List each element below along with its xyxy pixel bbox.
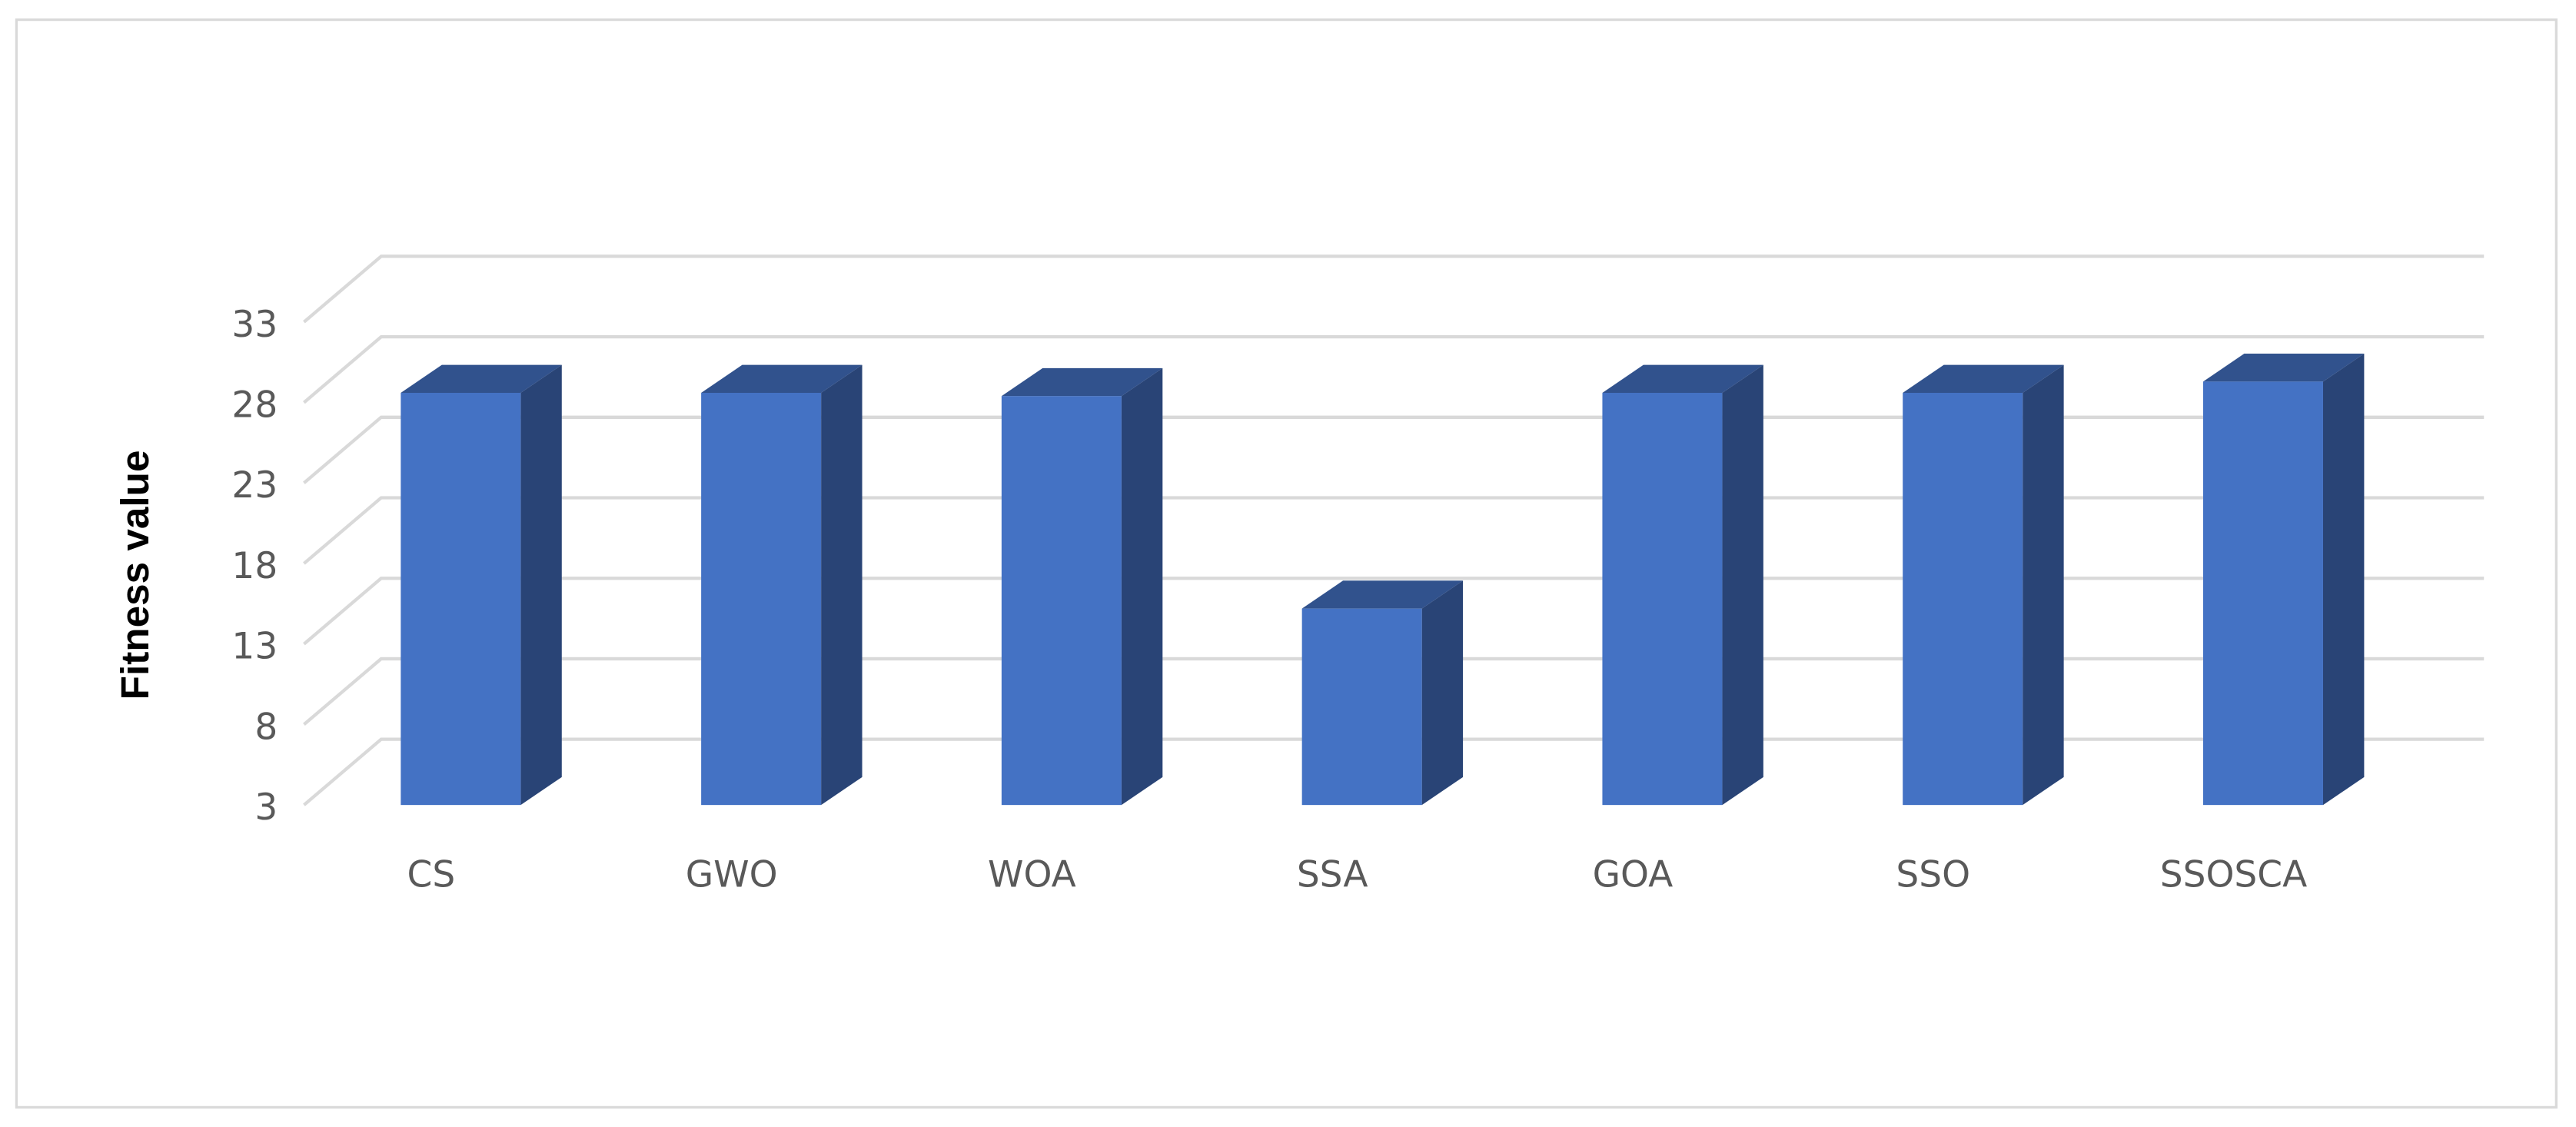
bar-top bbox=[1001, 367, 1163, 397]
x-tick-label: GWO bbox=[686, 854, 778, 896]
bar-side bbox=[2023, 364, 2064, 806]
bar-front bbox=[1602, 393, 1723, 806]
bar bbox=[401, 364, 562, 806]
bar bbox=[1602, 364, 1763, 806]
grid-line bbox=[303, 577, 2485, 646]
bar bbox=[2202, 354, 2365, 806]
y-tick-label: 23 bbox=[231, 464, 278, 507]
bar bbox=[1301, 580, 1464, 806]
y-tick-label: 13 bbox=[231, 626, 278, 668]
grid-line bbox=[303, 254, 2485, 324]
bar-side bbox=[2322, 354, 2365, 806]
bar-side bbox=[1722, 364, 1763, 806]
grid-line bbox=[303, 496, 2485, 565]
y-tick-label: 8 bbox=[254, 706, 278, 748]
grid: 3 8 13 18 23 28 33 bbox=[231, 254, 2485, 829]
chart-border bbox=[15, 18, 2558, 1109]
y-axis-title: Fitness value bbox=[113, 450, 157, 700]
bar-front bbox=[1001, 396, 1122, 806]
bar bbox=[1903, 364, 2064, 806]
x-tick-label: CS bbox=[407, 854, 456, 896]
bar-top bbox=[1903, 364, 2064, 394]
y-tick-label: 18 bbox=[231, 545, 278, 587]
bar-side bbox=[821, 364, 863, 806]
x-tick-label: SSOSCA bbox=[2160, 854, 2307, 896]
bar-side bbox=[1421, 580, 1464, 806]
y-tick-label: 3 bbox=[254, 786, 278, 829]
grid-line bbox=[303, 737, 2485, 806]
bar-top bbox=[2202, 354, 2365, 382]
grid-line bbox=[303, 657, 2485, 726]
bar-front bbox=[1903, 393, 2023, 806]
bar bbox=[701, 364, 863, 806]
bar-front bbox=[401, 393, 521, 806]
x-tick-label: GOA bbox=[1593, 854, 1674, 896]
x-tick-label: SSA bbox=[1297, 854, 1368, 896]
bar bbox=[1001, 367, 1163, 806]
bar-top bbox=[1602, 364, 1763, 394]
bar-side bbox=[520, 364, 562, 806]
bar-side bbox=[1121, 367, 1163, 806]
bar-front bbox=[2202, 381, 2323, 806]
bar-top bbox=[701, 364, 863, 394]
y-tick-label: 28 bbox=[231, 384, 278, 426]
y-tick-label: 33 bbox=[231, 304, 278, 346]
bar-front bbox=[701, 393, 822, 806]
bar-top bbox=[401, 364, 562, 394]
x-tick-label: WOA bbox=[988, 854, 1076, 896]
x-tick-label: SSO bbox=[1896, 854, 1970, 896]
bar-front bbox=[1301, 608, 1422, 806]
bar-top bbox=[1301, 580, 1464, 609]
grid-line bbox=[303, 415, 2485, 484]
grid-line bbox=[303, 334, 2485, 404]
bars bbox=[401, 354, 2365, 806]
